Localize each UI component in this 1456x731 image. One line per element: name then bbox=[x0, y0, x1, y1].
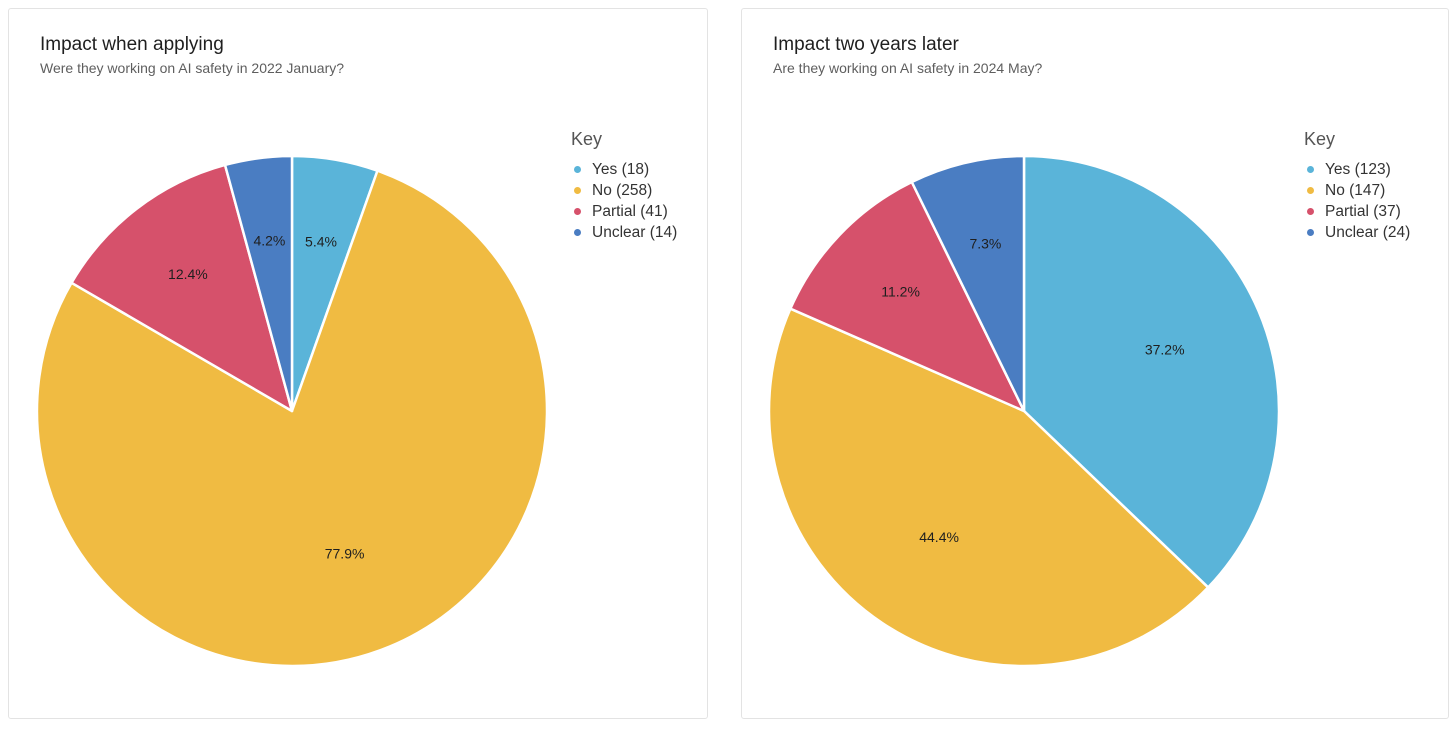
pie-slice-yes[interactable] bbox=[1022, 154, 1281, 589]
chart-title: Impact when applying bbox=[40, 34, 224, 55]
chart-legend: Key Yes (18) No (258) Partial (41) Uncle… bbox=[571, 129, 677, 243]
slice-label-yes: 5.4% bbox=[305, 233, 337, 249]
legend-dot-no bbox=[574, 187, 581, 194]
legend-title: Key bbox=[1304, 129, 1336, 149]
legend-item-yes[interactable]: Yes (123) bbox=[1304, 159, 1410, 180]
legend-item-no[interactable]: No (147) bbox=[1304, 180, 1410, 201]
pie-slice-unclear[interactable] bbox=[223, 154, 294, 413]
pie-slice-partial[interactable] bbox=[789, 180, 1026, 413]
legend-title: Key bbox=[571, 129, 603, 149]
slice-label-partial: 12.4% bbox=[168, 266, 208, 282]
slice-label-no: 77.9% bbox=[325, 545, 365, 561]
chart-card-impact-two-years-later: Impact two years later Are they working … bbox=[741, 8, 1449, 719]
slice-label-no: 44.4% bbox=[919, 529, 959, 545]
legend-dot-partial bbox=[574, 208, 581, 215]
chart-legend: Key Yes (123) No (147) Partial (37) Uncl… bbox=[1304, 129, 1410, 243]
legend-label-unclear: Unclear (14) bbox=[592, 223, 678, 241]
legend-item-unclear[interactable]: Unclear (24) bbox=[1304, 222, 1410, 243]
pie-chart-impact-two-years-later: 37.2% 44.4% 11.2% 7.3% bbox=[767, 154, 1281, 668]
legend-dot-unclear bbox=[1307, 229, 1314, 236]
slice-label-unclear: 7.3% bbox=[969, 235, 1001, 251]
pie-slice-unclear[interactable] bbox=[910, 154, 1026, 413]
legend-label-partial: Partial (41) bbox=[592, 202, 668, 220]
legend-dot-unclear bbox=[574, 229, 581, 236]
pie-slice-partial[interactable] bbox=[70, 163, 294, 413]
legend-dot-no bbox=[1307, 187, 1314, 194]
legend-label-partial: Partial (37) bbox=[1325, 202, 1401, 220]
legend-item-yes[interactable]: Yes (18) bbox=[571, 159, 677, 180]
chart-subtitle: Were they working on AI safety in 2022 J… bbox=[40, 60, 345, 76]
legend-label-yes: Yes (123) bbox=[1325, 160, 1391, 178]
legend-label-no: No (258) bbox=[592, 181, 653, 199]
chart-subtitle: Are they working on AI safety in 2024 Ma… bbox=[773, 60, 1043, 76]
legend-item-partial[interactable]: Partial (41) bbox=[571, 201, 677, 222]
legend-dot-yes bbox=[574, 166, 581, 173]
legend-dot-partial bbox=[1307, 208, 1314, 215]
chart-title: Impact two years later bbox=[773, 34, 959, 55]
legend-label-yes: Yes (18) bbox=[592, 160, 650, 178]
pie-slice-no[interactable] bbox=[767, 307, 1210, 668]
legend-label-no: No (147) bbox=[1325, 181, 1386, 199]
legend-dot-yes bbox=[1307, 166, 1314, 173]
pie-slice-no[interactable] bbox=[35, 169, 549, 668]
legend-item-unclear[interactable]: Unclear (14) bbox=[571, 222, 677, 243]
slice-label-partial: 11.2% bbox=[881, 284, 920, 300]
legend-item-partial[interactable]: Partial (37) bbox=[1304, 201, 1410, 222]
legend-label-unclear: Unclear (24) bbox=[1325, 223, 1411, 241]
slice-label-yes: 37.2% bbox=[1145, 342, 1185, 358]
chart-card-impact-when-applying: Impact when applying Were they working o… bbox=[8, 8, 708, 719]
legend-item-no[interactable]: No (258) bbox=[571, 180, 677, 201]
pie-chart-impact-when-applying: 5.4% 77.9% 12.4% 4.2% bbox=[35, 154, 549, 668]
slice-label-unclear: 4.2% bbox=[253, 232, 285, 248]
